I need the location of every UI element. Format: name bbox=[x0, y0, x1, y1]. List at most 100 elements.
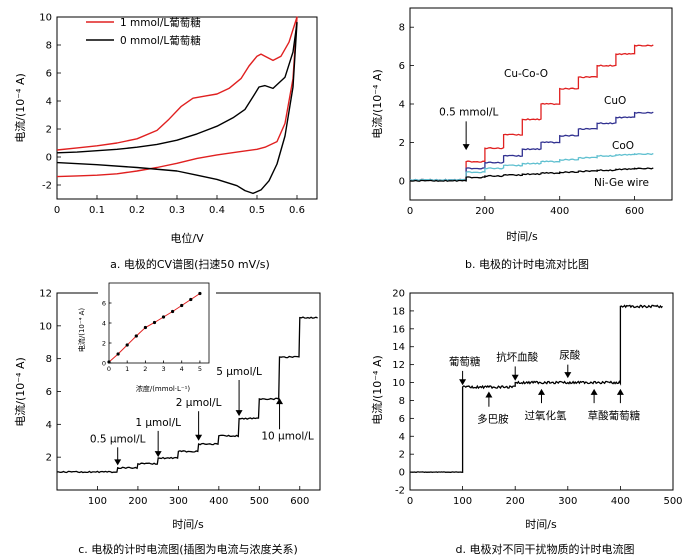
panel-d-ytick-label: 4 bbox=[399, 432, 405, 443]
panel-c-xtick-label: 100 bbox=[88, 496, 107, 507]
interferent-label: 抗坏血酸 bbox=[496, 350, 538, 363]
panel-a-ytick-label: -2 bbox=[42, 181, 52, 192]
annotation-label: 0.5 mmol/L bbox=[439, 106, 498, 118]
panel-a-xtick-label: 0.3 bbox=[169, 205, 185, 216]
legend-label-series-2: 0 mmol/L葡萄糖 bbox=[120, 34, 201, 47]
panel-a-xtick-label: 0.6 bbox=[289, 205, 305, 216]
interferent-arrow-head bbox=[538, 388, 545, 395]
panel-b-ytick-label: 0 bbox=[399, 176, 405, 187]
annotation-arrow-head bbox=[462, 144, 470, 151]
panel-a-caption: a. 电极的CV谱图(扫速50 mV/s) bbox=[110, 257, 270, 271]
panel-d-xlabel: 时间/s bbox=[525, 518, 557, 531]
interferent-label: 葡萄糖 bbox=[609, 409, 641, 422]
panel-a: 1 mmol/L葡萄糖 0 mmol/L葡萄糖 电位/V 电流/(10⁻⁴ A)… bbox=[13, 13, 318, 271]
panel-d-ytick-label: 10 bbox=[392, 378, 405, 389]
inset-point bbox=[107, 360, 111, 364]
ca-curve-coo bbox=[409, 152, 654, 181]
panel-a-xtick-label: 0.2 bbox=[129, 205, 145, 216]
inset-point bbox=[125, 343, 129, 347]
ca-step-curve bbox=[57, 316, 318, 474]
panel-b-ytick-label: 4 bbox=[399, 100, 405, 111]
concentration-arrow-head bbox=[235, 410, 243, 417]
panel-c: 0.5 μmol/L 1 μmol/L 2 μmol/L 5 μmol/L 10 μmo… bbox=[13, 282, 321, 556]
panel-d-ytick-label: 6 bbox=[399, 414, 405, 425]
inset-xtick-label: 4 bbox=[180, 365, 184, 373]
panel-b-ylabel: 电流/(10⁻⁴ A) bbox=[370, 69, 384, 139]
panel-c-ytick-label: 4 bbox=[46, 420, 52, 431]
panel-c-ytick-label: 10 bbox=[39, 321, 52, 332]
interferent-arrow-head bbox=[590, 388, 598, 395]
panel-b-xlabel: 时间/s bbox=[506, 230, 538, 243]
panel-b-ytick-label: 6 bbox=[399, 61, 405, 72]
panel-b-xtick-label: 0 bbox=[407, 206, 413, 217]
inset-xtick-label: 2 bbox=[143, 365, 147, 373]
inset-ylabel: 电流/(10⁻⁴ A) bbox=[77, 308, 86, 353]
panel-d-ytick-label: 8 bbox=[399, 396, 405, 407]
panel-d-frame bbox=[409, 292, 674, 491]
panel-d-xtick-label: 400 bbox=[611, 496, 630, 507]
series-label-ni-ge-wire: Ni-Ge wire bbox=[594, 177, 649, 189]
panel-d-ytick-label: 0 bbox=[399, 468, 405, 479]
concentration-label: 0.5 μmol/L bbox=[90, 433, 146, 445]
concentration-arrow-head bbox=[154, 451, 162, 458]
inset-point bbox=[161, 315, 166, 319]
panel-d-caption: d. 电极对不同干扰物质的计时电流图 bbox=[456, 542, 635, 556]
inset-point bbox=[171, 309, 175, 314]
panel-a-ytick-label: 4 bbox=[46, 97, 52, 108]
inset-point bbox=[180, 303, 184, 308]
concentration-label: 5 μmol/L bbox=[216, 366, 262, 378]
panel-c-inset: 0 1 2 3 4 5 0 2 4 6 浓度/(mmol·L⁻¹) 电流/(10⁻⁴ A) bbox=[77, 282, 216, 393]
panel-d-ytick-label: 18 bbox=[392, 306, 405, 317]
panel-c-ytick-label: 2 bbox=[46, 453, 52, 464]
panel-d-xtick-label: 500 bbox=[663, 496, 682, 507]
panel-c-xlabel: 时间/s bbox=[172, 518, 204, 531]
panel-a-ytick-label: 10 bbox=[39, 13, 52, 24]
panel-c-xtick-label: 200 bbox=[128, 496, 147, 507]
panel-b-xtick-label: 600 bbox=[625, 206, 644, 217]
inset-point bbox=[189, 297, 193, 302]
interferent-label: 过氧化氢 bbox=[525, 409, 567, 422]
panel-a-ytick-label: 6 bbox=[46, 69, 52, 80]
series-label-cuo: CuO bbox=[604, 95, 626, 107]
panel-c-caption: c. 电极的计时电流图(插图为电流与浓度关系) bbox=[78, 542, 298, 556]
panel-d-ylabel: 电流/(10⁻⁴ A) bbox=[370, 355, 384, 425]
panel-c-ylabel: 电流/(10⁻⁴ A) bbox=[13, 357, 27, 427]
interferent-label: 葡萄糖 bbox=[449, 355, 481, 368]
concentration-arrow-head bbox=[276, 398, 284, 405]
interferent-arrow-head bbox=[485, 391, 493, 398]
inset-point bbox=[198, 291, 202, 296]
inset-xlabel: 浓度/(mmol·L⁻¹) bbox=[136, 384, 191, 393]
panel-d-xtick-label: 200 bbox=[506, 496, 525, 507]
inset-ytick-label: 0 bbox=[102, 360, 106, 368]
panel-d-xtick-label: 100 bbox=[453, 496, 472, 507]
interferent-label: 尿酸 bbox=[559, 349, 580, 362]
interferent-label: 草酸 bbox=[588, 409, 609, 422]
interferent-label: 多巴胺 bbox=[477, 413, 509, 426]
inset-point bbox=[134, 334, 138, 338]
inset-frame bbox=[98, 287, 216, 379]
panel-a-ytick-label: 0 bbox=[46, 153, 52, 164]
series-label-cu-co-o: Cu-Co-O bbox=[504, 68, 548, 80]
cv-curve-series-1 bbox=[56, 16, 298, 178]
cv-curve-series-2 bbox=[56, 21, 298, 195]
panel-b: Cu-Co-O CuO CoO Ni-Ge wire 0.5 mmol/L 时间/s 电… bbox=[370, 7, 673, 271]
concentration-arrow-head bbox=[195, 434, 203, 441]
legend-label-series-1: 1 mmol/L葡萄糖 bbox=[120, 16, 201, 29]
panel-c-ytick-label: 6 bbox=[46, 387, 52, 398]
inset-ytick-label: 4 bbox=[102, 320, 106, 328]
panel-a-legend: 1 mmol/L葡萄糖 0 mmol/L葡萄糖 bbox=[86, 16, 201, 47]
panel-d-ytick-label: -2 bbox=[395, 486, 405, 497]
panel-a-xtick-label: 0.4 bbox=[209, 205, 225, 216]
panel-d-xtick-label: 0 bbox=[407, 496, 413, 507]
panel-c-ytick-label: 8 bbox=[46, 354, 52, 365]
inset-point bbox=[152, 320, 157, 325]
interference-curve bbox=[410, 304, 663, 474]
panel-a-xlabel: 电位/V bbox=[170, 231, 204, 245]
inset-xtick-label: 3 bbox=[161, 365, 165, 373]
panel-c-xtick-label: 600 bbox=[290, 496, 309, 507]
inset-xtick-label: 1 bbox=[125, 365, 129, 373]
inset-xtick-label: 0 bbox=[107, 365, 111, 373]
panel-a-ytick-label: 8 bbox=[46, 41, 52, 52]
